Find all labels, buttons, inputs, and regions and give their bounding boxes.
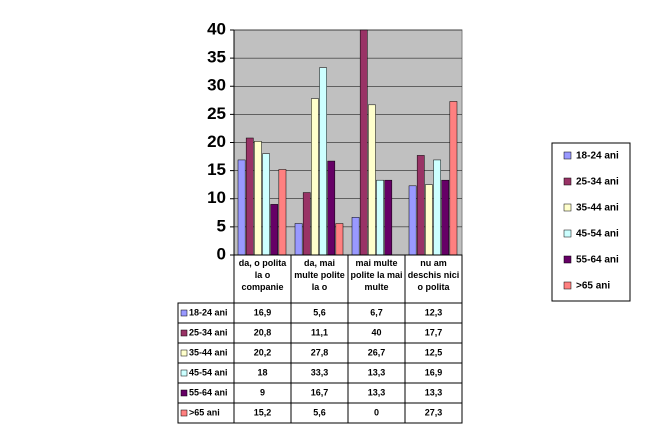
bar — [351, 217, 360, 256]
bar — [278, 169, 287, 256]
table-value: 11,1 — [311, 327, 328, 337]
legend-swatch — [563, 281, 572, 290]
category-cell: da, mai multe polite la o — [294, 258, 345, 292]
bar — [237, 159, 246, 256]
bar — [311, 98, 319, 256]
table-swatch — [180, 389, 188, 397]
table-value: 16,9 — [425, 367, 443, 377]
category-cell: mai multe polite la mai multe — [350, 258, 403, 292]
legend-label: 55-64 ani — [576, 255, 619, 266]
y-tick-label: 35 — [207, 48, 226, 67]
bar — [384, 179, 393, 256]
bar — [433, 159, 441, 256]
table-value: 15,2 — [254, 407, 272, 417]
table-value: 17,7 — [425, 327, 443, 337]
table-value: 9 — [260, 387, 265, 397]
legend-swatch — [563, 177, 572, 186]
table-value: 5,6 — [313, 307, 326, 317]
y-tick-label: 20 — [207, 132, 226, 151]
legend-swatch — [563, 151, 572, 160]
table-swatch — [180, 309, 188, 317]
bar — [359, 29, 368, 256]
bar — [335, 223, 344, 256]
bar — [294, 223, 303, 256]
bar — [408, 185, 417, 256]
table-value: 20,8 — [254, 327, 272, 337]
table-value: 40 — [371, 327, 381, 337]
table-series-name: 55-64 ani — [189, 387, 228, 397]
legend-label: 25-34 ani — [576, 177, 619, 188]
table-value: 20,2 — [254, 347, 272, 357]
table-value: 5,6 — [313, 407, 326, 417]
table-value: 26,7 — [368, 347, 386, 357]
y-tick-label: 0 — [217, 244, 226, 263]
table-swatch — [180, 369, 188, 377]
y-tick-label: 30 — [207, 76, 226, 95]
table-swatch — [180, 329, 188, 337]
y-tick-label: 5 — [217, 216, 226, 235]
table-value: 6,7 — [370, 307, 383, 317]
table-swatch — [180, 409, 188, 417]
bar — [319, 67, 327, 256]
category-label: mai multe polite la mai multe — [350, 258, 403, 292]
table-value: 27,8 — [311, 347, 329, 357]
table-row — [177, 402, 463, 424]
category-cell: da, o polita la o companie — [238, 258, 287, 292]
table-value: 13,3 — [368, 367, 386, 377]
y-tick-label: 25 — [207, 104, 226, 123]
table-series-name: 35-44 ani — [189, 347, 228, 357]
legend-swatch — [563, 203, 572, 212]
legend-swatch — [563, 255, 572, 264]
category-label: da, mai multe polite la o — [294, 258, 345, 292]
bar — [441, 179, 450, 256]
table-series-name: 25-34 ani — [189, 327, 228, 337]
table-series-name: >65 ani — [189, 407, 220, 417]
table-value: 16,9 — [254, 307, 272, 317]
table-value: 12,5 — [425, 347, 443, 357]
y-tick-label: 10 — [207, 188, 226, 207]
bar — [245, 137, 254, 256]
legend-label: 18-24 ani — [576, 151, 619, 162]
legend-label: >65 ani — [576, 281, 610, 292]
bar — [270, 204, 279, 256]
table-series-name: 45-54 ani — [189, 367, 228, 377]
bar — [262, 153, 270, 256]
table-series-name: 18-24 ani — [189, 307, 228, 317]
bar — [302, 192, 311, 256]
bar — [368, 104, 376, 256]
legend-label: 35-44 ani — [576, 203, 619, 214]
legend-label: 45-54 ani — [576, 229, 619, 240]
table-value: 27,3 — [425, 407, 443, 417]
table-value: 33,3 — [311, 367, 329, 377]
table-value: 13,3 — [425, 387, 443, 397]
category-label: nu am deschis nici o polita — [407, 258, 460, 292]
table-value: 12,3 — [425, 307, 443, 317]
bar — [425, 184, 433, 256]
table-value: 16,7 — [311, 387, 329, 397]
category-label: da, o polita la o companie — [238, 258, 287, 292]
bar — [449, 101, 458, 256]
y-tick-label: 15 — [207, 160, 226, 179]
legend-swatch — [563, 229, 572, 238]
table-value: 13,3 — [368, 387, 386, 397]
bar — [376, 179, 384, 256]
table-value: 18 — [257, 367, 267, 377]
y-tick-label: 40 — [207, 19, 226, 38]
bar — [254, 141, 262, 256]
table-swatch — [180, 349, 188, 357]
category-cell: nu am deschis nici o polita — [407, 258, 460, 292]
legend-frame — [551, 142, 631, 302]
bar — [416, 155, 425, 256]
table-value: 0 — [374, 407, 379, 417]
bar — [327, 160, 336, 256]
